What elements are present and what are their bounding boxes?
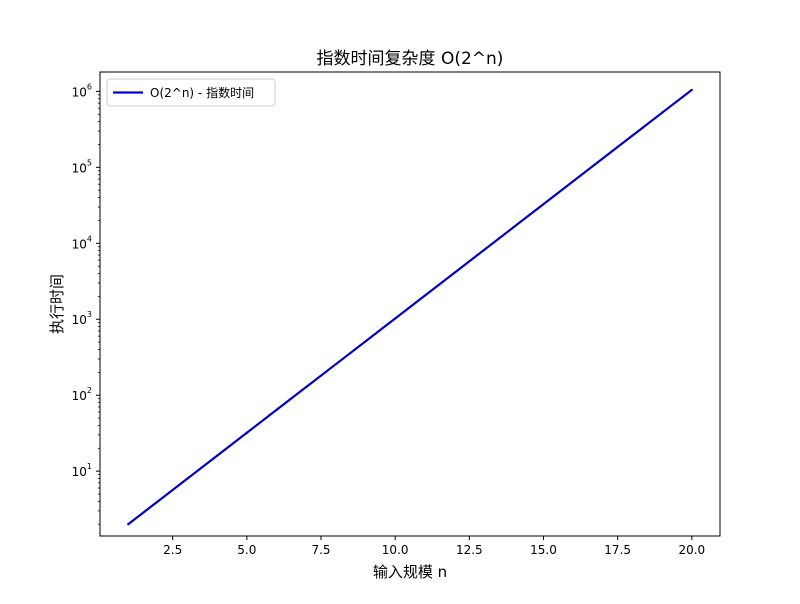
series-point	[305, 385, 308, 389]
series-line-0	[127, 88, 693, 526]
plot-frame	[99, 71, 721, 537]
series-point	[572, 180, 575, 183]
x-axis-ticks: 2.5 5.0 7.5 10.0 12.5 15.0 17.5 20.0	[163, 536, 705, 557]
y-tick-label: 104	[72, 234, 92, 251]
series-point	[186, 477, 189, 480]
series-point	[690, 88, 693, 91]
y-axis-ticks: 101 102 103 104 105 106	[72, 82, 100, 525]
series-point	[542, 203, 545, 206]
x-axis-label: 输入规模 n	[373, 563, 447, 581]
y-tick-label: 103	[72, 310, 92, 327]
series-point	[156, 500, 159, 503]
series-point	[453, 271, 456, 274]
chart-title: 指数时间复杂度 O(2^n)	[317, 49, 504, 69]
series-point	[245, 431, 248, 434]
x-tick-label: 17.5	[604, 543, 631, 557]
legend-label: O(2^n) - 指数时间	[150, 85, 254, 100]
series-point	[275, 408, 278, 412]
y-tick-label: 101	[72, 462, 92, 479]
series-point	[334, 363, 337, 366]
x-tick-label: 20.0	[678, 543, 705, 557]
series-point	[394, 317, 397, 320]
series-point	[216, 454, 219, 457]
x-tick-label: 10.0	[382, 543, 409, 557]
y-axis-label: 执行时间	[48, 274, 66, 334]
x-tick-label: 2.5	[163, 543, 182, 557]
series-point	[127, 523, 130, 526]
y-tick-label: 106	[72, 82, 92, 99]
series-point	[661, 111, 664, 114]
series-point	[423, 294, 426, 297]
y-tick-label: 102	[72, 386, 92, 403]
series-point	[631, 134, 634, 137]
legend: O(2^n) - 指数时间	[106, 78, 276, 107]
series-point	[512, 225, 515, 229]
series-layer	[127, 88, 693, 526]
series-point	[601, 157, 604, 160]
x-tick-label: 7.5	[311, 543, 330, 557]
x-tick-label: 5.0	[237, 543, 256, 557]
legend-box	[106, 78, 276, 107]
x-tick-label: 12.5	[456, 543, 483, 557]
series-point	[364, 340, 367, 343]
x-tick-label: 15.0	[530, 543, 557, 557]
y-tick-label: 105	[72, 158, 92, 175]
series-point	[483, 248, 486, 251]
